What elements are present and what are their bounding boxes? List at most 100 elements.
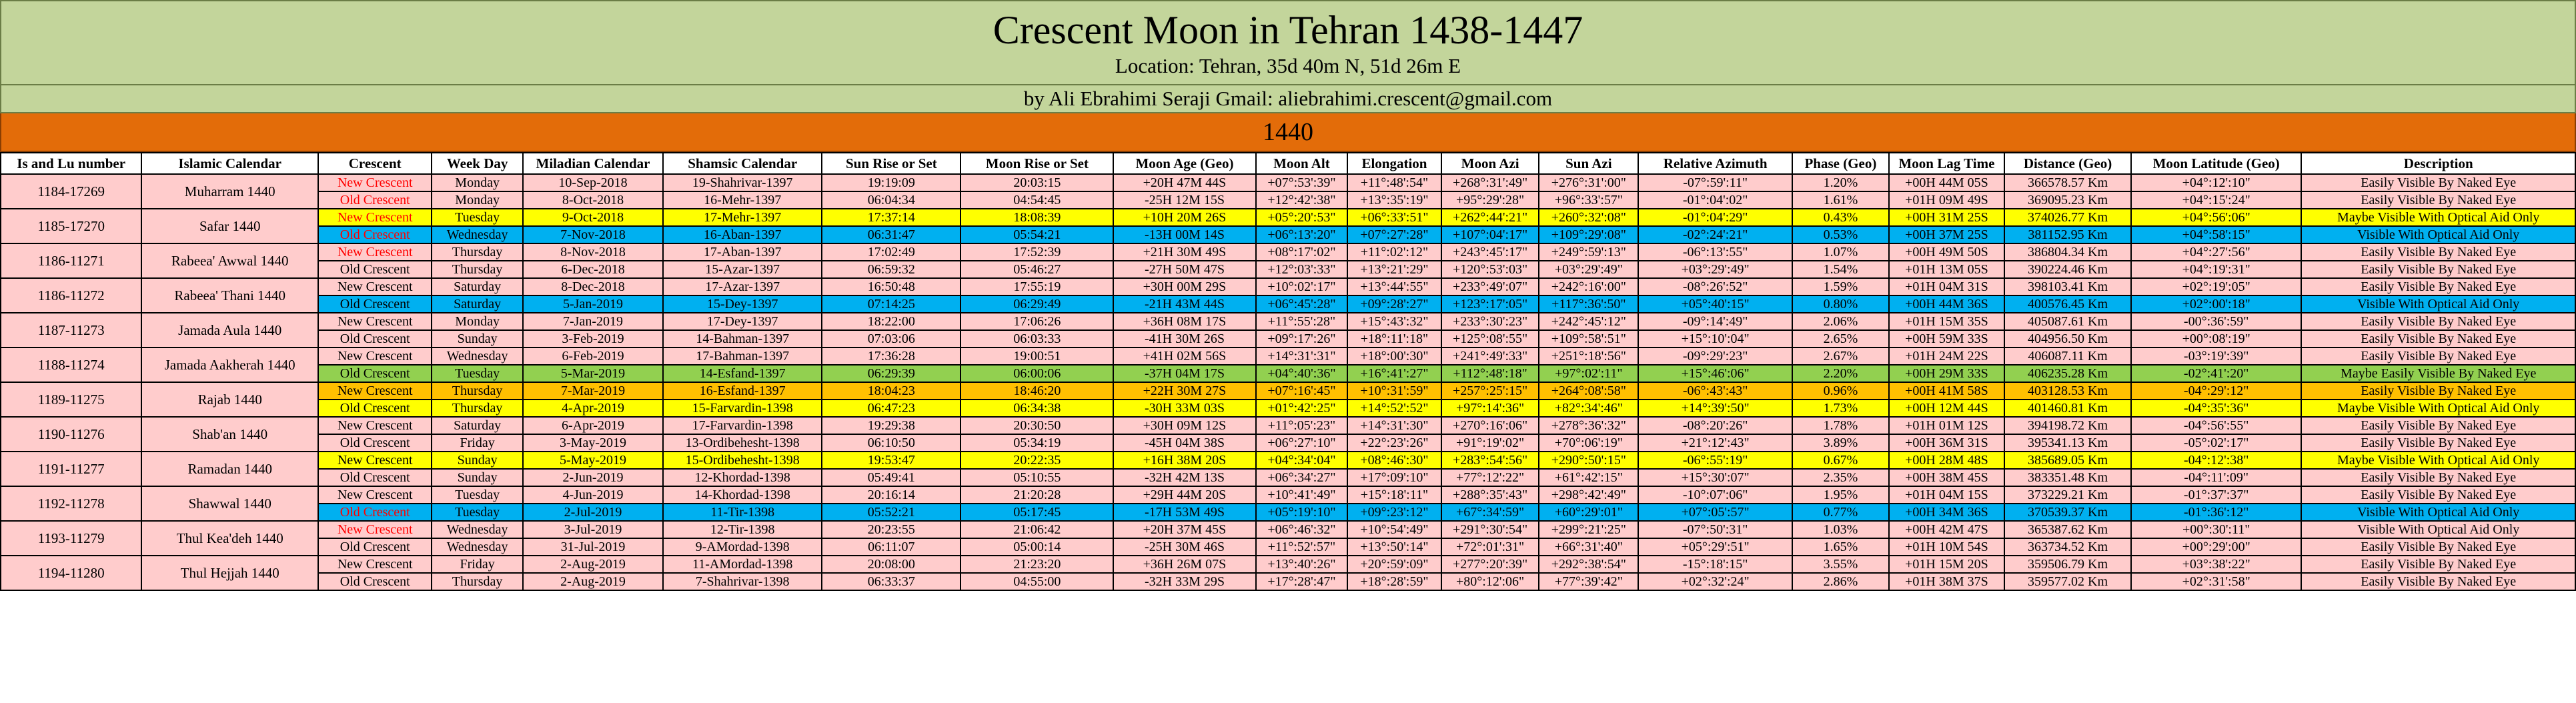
table-cell: Easily Visible By Naked Eye <box>2301 329 2576 348</box>
table-cell: +18°:11':18" <box>1347 329 1442 348</box>
table-cell: 17-Aban-1397 <box>662 243 823 261</box>
table-cell: +04°:15':24" <box>2130 191 2303 209</box>
table-cell: +01°:42':25" <box>1255 399 1349 418</box>
table-cell: 6-Feb-2019 <box>522 347 664 366</box>
table-cell: 0.77% <box>1792 503 1890 522</box>
table-cell: +04°:34':04" <box>1255 451 1349 470</box>
column-header: Is and Lu number <box>0 152 143 175</box>
table-cell: +00H 59M 33S <box>1888 329 2006 348</box>
table-cell: +02°:19':05" <box>2130 277 2303 296</box>
table-cell: +18°:28':59" <box>1347 572 1442 591</box>
table-cell: 18:08:39 <box>960 208 1115 227</box>
table-cell: +109°:58':51" <box>1538 329 1640 348</box>
table-cell: 5-May-2019 <box>522 451 664 470</box>
table-cell: 1.54% <box>1792 260 1890 279</box>
table-cell: 1.73% <box>1792 399 1890 418</box>
table-cell: 20:22:35 <box>960 451 1115 470</box>
table-cell: +10°:54':49" <box>1347 520 1442 539</box>
table-cell: 405087.61 Km <box>2004 312 2132 331</box>
table-row: 1184-17269 Muharram 1440 New Crescent Monda… <box>0 173 2576 209</box>
table-cell: +09°:17':26" <box>1255 329 1349 348</box>
table-row: 1192-11278 Shawwal 1440 New Crescent Tuesda… <box>0 486 2576 522</box>
table-cell: +13°:44':55" <box>1347 277 1442 296</box>
table-cell: 363734.52 Km <box>2004 538 2132 556</box>
table-cell: +01H 04M 31S <box>1888 277 2006 296</box>
table-cell: +03°:29':49" <box>1538 260 1640 279</box>
table-cell: +00H 31M 25S <box>1888 208 2006 227</box>
table-cell: 20:08:00 <box>821 555 962 574</box>
table-cell: 06:31:47 <box>821 225 962 244</box>
table-cell: 17-Dey-1397 <box>662 312 823 331</box>
table-cell: Wednesday <box>431 538 524 556</box>
is-lu-number-cell: 1186-11272 <box>0 277 143 313</box>
table-cell: +05°:29':51" <box>1638 538 1794 556</box>
table-cell: +10°:31':59" <box>1347 382 1442 400</box>
table-cell: 17:36:28 <box>821 347 962 366</box>
table-cell: +22H 30M 27S <box>1113 382 1257 400</box>
table-cell: 3.55% <box>1792 555 1890 574</box>
table-cell: +14°:31':31" <box>1255 347 1349 366</box>
is-lu-number-cell: 1185-17270 <box>0 208 143 244</box>
table-cell: 2.65% <box>1792 329 1890 348</box>
table-cell: 1.61% <box>1792 191 1890 209</box>
table-cell: +96°:33':57" <box>1538 191 1640 209</box>
table-cell: +00H 28M 48S <box>1888 451 2006 470</box>
crescent-type-cell: New Crescent <box>317 451 433 470</box>
table-cell: +00H 12M 44S <box>1888 399 2006 418</box>
table-cell: -08°:20':26" <box>1638 416 1794 435</box>
table-cell: Friday <box>431 555 524 574</box>
table-cell: +270°:16':06" <box>1440 416 1540 435</box>
table-cell: +05°:20':53" <box>1255 208 1349 227</box>
table-cell: +30H 09M 12S <box>1113 416 1257 435</box>
table-cell: +283°:54':56" <box>1440 451 1540 470</box>
table-cell: +30H 00M 29S <box>1113 277 1257 296</box>
table-cell: +03°:38':22" <box>2130 555 2303 574</box>
column-header: Moon Age (Geo) <box>1113 152 1257 175</box>
table-cell: -25H 12M 15S <box>1113 191 1257 209</box>
table-cell: +249°:59':13" <box>1538 243 1640 261</box>
table-cell: 1.59% <box>1792 277 1890 296</box>
table-cell: -04°:29':12" <box>2130 382 2303 400</box>
table-cell: +276°:31':00" <box>1538 173 1640 192</box>
table-row: Old Crescent Tuesday 5-Mar-2019 14-Esfand-1… <box>1 364 2576 383</box>
table-cell: 16-Aban-1397 <box>662 225 823 244</box>
islamic-month-cell: Rajab 1440 <box>141 382 319 418</box>
crescent-type-cell: New Crescent <box>317 347 433 366</box>
table-cell: 16:50:48 <box>821 277 962 296</box>
table-cell: 6-Dec-2018 <box>522 260 664 279</box>
table-cell: +11°:02':12" <box>1347 243 1442 261</box>
table-cell: 2.06% <box>1792 312 1890 331</box>
table-row: Old Crescent Sunday 3-Feb-2019 14-Bahman-13… <box>1 329 2576 348</box>
table-cell: 17-Mehr-1397 <box>662 208 823 227</box>
table-cell: -05°:02':17" <box>2130 434 2303 452</box>
table-cell: 383351.48 Km <box>2004 468 2132 487</box>
islamic-month-cell: Safar 1440 <box>141 208 319 244</box>
table-cell: +123°:17':05" <box>1440 295 1540 313</box>
table-cell: Easily Visible By Naked Eye <box>2301 260 2576 279</box>
table-cell: 0.43% <box>1792 208 1890 227</box>
table-cell: 16-Mehr-1397 <box>662 191 823 209</box>
is-lu-number-cell: 1191-11277 <box>0 451 143 487</box>
table-cell: Easily Visible By Naked Eye <box>2301 347 2576 366</box>
table-cell: Visible With Optical Aid Only <box>2301 225 2576 244</box>
table-cell: -45H 04M 38S <box>1113 434 1257 452</box>
table-cell: 395341.13 Km <box>2004 434 2132 452</box>
crescent-type-cell: Old Crescent <box>317 364 433 383</box>
table-cell: -17H 53M 49S <box>1113 503 1257 522</box>
table-cell: Sunday <box>431 468 524 487</box>
table-cell: -30H 33M 03S <box>1113 399 1257 418</box>
table-cell: 21:06:42 <box>960 520 1115 539</box>
table-cell: 06:04:34 <box>821 191 962 209</box>
table-cell: 400576.45 Km <box>2004 295 2132 313</box>
table-cell: 31-Jul-2019 <box>522 538 664 556</box>
table-cell: 2.35% <box>1792 468 1890 487</box>
table-cell: +67°:34':59" <box>1440 503 1540 522</box>
table-cell: +41H 02M 56S <box>1113 347 1257 366</box>
table-cell: 20:30:50 <box>960 416 1115 435</box>
table-cell: Tuesday <box>431 486 524 504</box>
table-cell: 20:23:55 <box>821 520 962 539</box>
crescent-type-cell: New Crescent <box>317 312 433 331</box>
column-header: Moon Latitude (Geo) <box>2130 152 2303 175</box>
column-header: Sun Rise or Set <box>821 152 962 175</box>
table-cell: 11-Tir-1398 <box>662 503 823 522</box>
